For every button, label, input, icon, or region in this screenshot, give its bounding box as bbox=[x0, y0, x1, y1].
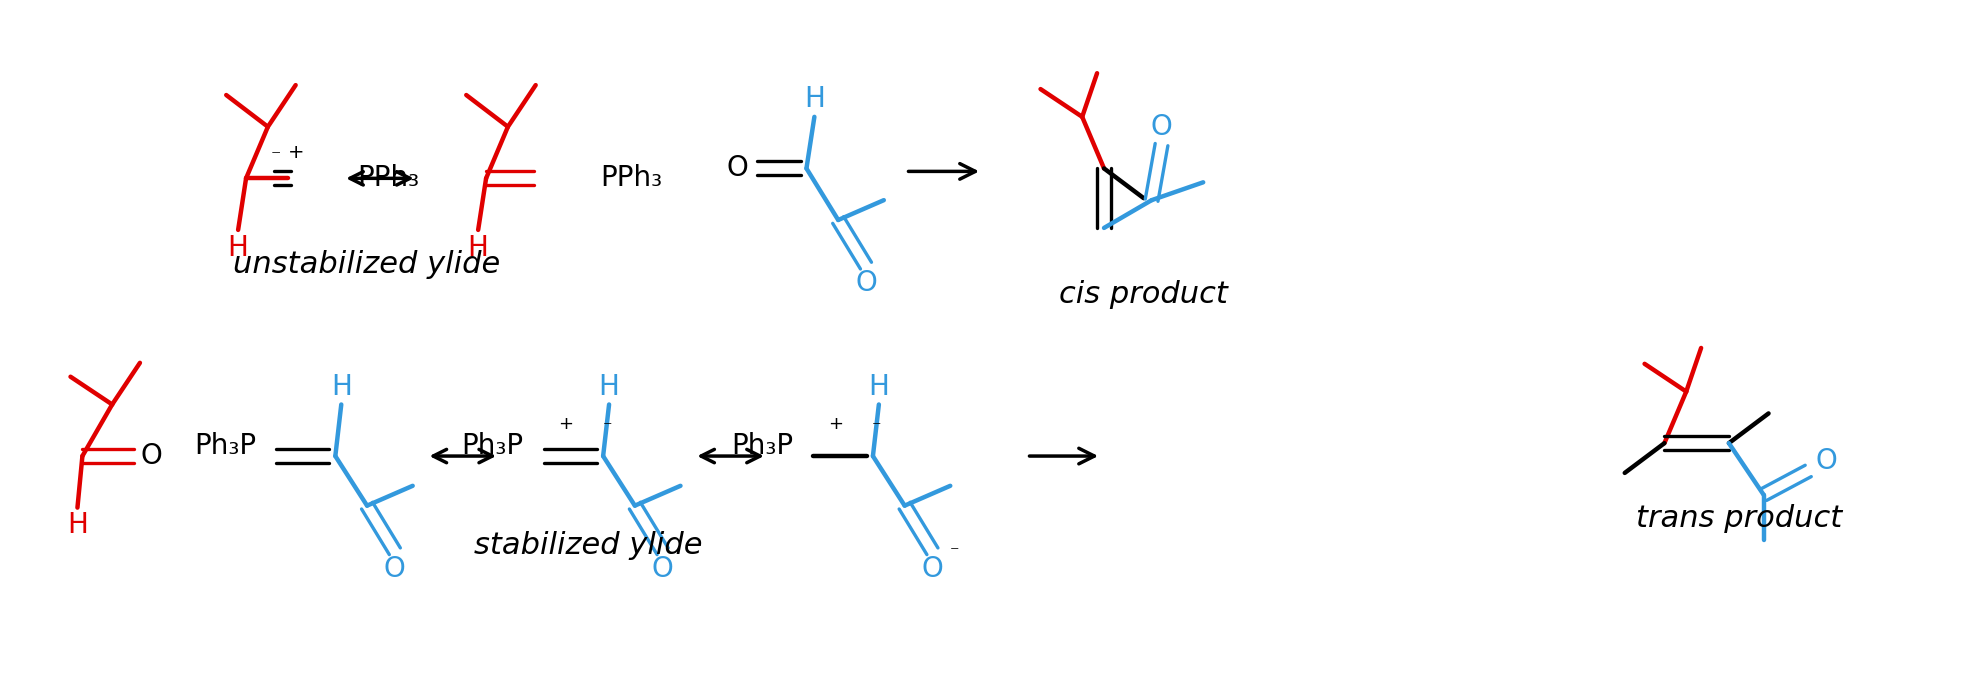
Text: O: O bbox=[651, 555, 673, 583]
Text: ⁻: ⁻ bbox=[602, 419, 612, 437]
Text: O: O bbox=[1814, 447, 1836, 475]
Text: O: O bbox=[384, 555, 405, 583]
Text: O: O bbox=[1151, 113, 1173, 140]
Text: H: H bbox=[331, 372, 352, 400]
Text: ⁻: ⁻ bbox=[872, 419, 882, 437]
Text: O: O bbox=[142, 442, 163, 470]
Text: cis product: cis product bbox=[1059, 280, 1228, 309]
Text: H: H bbox=[67, 512, 89, 539]
Text: H: H bbox=[805, 85, 825, 113]
Text: stabilized ylide: stabilized ylide bbox=[474, 531, 703, 560]
Text: trans product: trans product bbox=[1635, 504, 1842, 533]
Text: O: O bbox=[854, 269, 878, 297]
Text: +: + bbox=[287, 143, 303, 162]
Text: H: H bbox=[868, 372, 890, 400]
Text: ⁻: ⁻ bbox=[272, 147, 281, 166]
Text: O: O bbox=[921, 555, 943, 583]
Text: H: H bbox=[468, 234, 488, 262]
Text: +: + bbox=[559, 415, 573, 433]
Text: H: H bbox=[598, 372, 620, 400]
Text: PPh₃: PPh₃ bbox=[356, 164, 419, 192]
Text: PPh₃: PPh₃ bbox=[600, 164, 663, 192]
Text: +: + bbox=[829, 415, 842, 433]
Text: O: O bbox=[726, 154, 748, 182]
Text: H: H bbox=[228, 234, 248, 262]
Text: ⁻: ⁻ bbox=[949, 544, 958, 562]
Text: unstabilized ylide: unstabilized ylide bbox=[234, 250, 500, 279]
Text: Ph₃P: Ph₃P bbox=[462, 432, 523, 460]
Text: Ph₃P: Ph₃P bbox=[732, 432, 793, 460]
Text: Ph₃P: Ph₃P bbox=[195, 432, 256, 460]
